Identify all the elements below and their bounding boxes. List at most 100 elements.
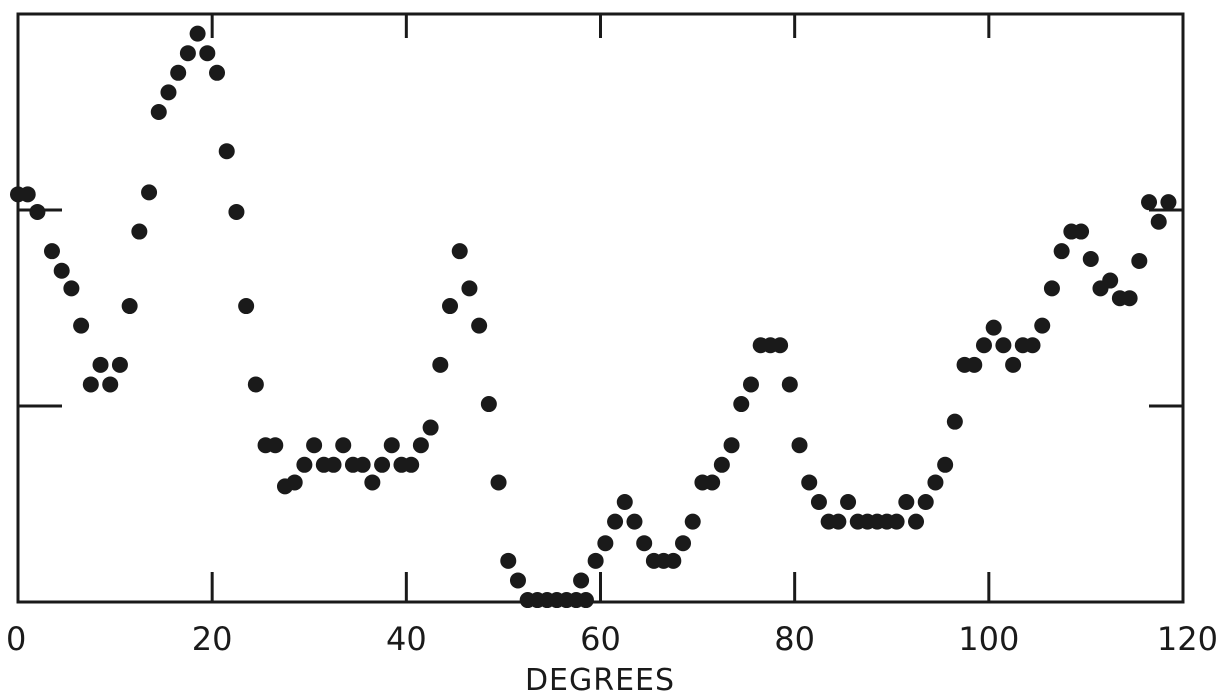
data-point	[451, 243, 468, 260]
data-point	[1073, 223, 1090, 240]
x-tick-label: 20	[192, 620, 233, 658]
data-point	[335, 437, 352, 454]
x-axis-title: DEGREES	[525, 663, 675, 698]
data-point	[665, 552, 682, 569]
data-point	[500, 552, 517, 569]
x-tick-label: 120	[1157, 620, 1218, 658]
data-point	[917, 494, 934, 511]
data-point	[374, 456, 391, 473]
data-point	[1160, 194, 1177, 211]
x-tick-label: 40	[386, 620, 427, 658]
data-point	[218, 143, 235, 160]
data-point	[966, 356, 983, 373]
data-point	[1121, 290, 1138, 307]
data-point	[801, 474, 818, 491]
data-point	[888, 513, 905, 530]
data-point	[442, 298, 459, 315]
data-point	[840, 494, 857, 511]
data-point	[577, 592, 594, 609]
data-point	[403, 456, 420, 473]
data-points	[10, 25, 1177, 609]
data-point	[1141, 194, 1158, 211]
data-point	[975, 337, 992, 354]
data-point	[63, 280, 80, 297]
data-point	[92, 356, 109, 373]
axis-ticks	[18, 14, 1183, 602]
data-point	[1005, 356, 1022, 373]
data-point	[509, 572, 526, 589]
data-point	[742, 376, 759, 393]
x-tick-label: 60	[580, 620, 621, 658]
data-point	[199, 45, 216, 62]
data-point	[927, 474, 944, 491]
data-point	[354, 456, 371, 473]
data-point	[1053, 243, 1070, 260]
data-point	[810, 494, 827, 511]
data-point	[830, 513, 847, 530]
data-point	[179, 45, 196, 62]
data-point	[733, 396, 750, 413]
data-point	[111, 356, 128, 373]
data-point	[675, 535, 692, 552]
data-point	[286, 474, 303, 491]
data-point	[791, 437, 808, 454]
data-point	[684, 513, 701, 530]
data-point	[1043, 280, 1060, 297]
x-tick-label: 100	[958, 620, 1019, 658]
data-point	[781, 376, 798, 393]
data-point	[713, 456, 730, 473]
data-point	[995, 337, 1012, 354]
data-point	[121, 298, 138, 315]
data-point	[73, 317, 90, 334]
data-point	[573, 572, 590, 589]
data-point	[946, 413, 963, 430]
data-point	[29, 203, 46, 220]
data-point	[364, 474, 381, 491]
data-point	[267, 437, 284, 454]
data-point	[412, 437, 429, 454]
data-point	[209, 64, 226, 81]
data-point	[306, 437, 323, 454]
data-point	[723, 437, 740, 454]
data-point	[626, 513, 643, 530]
data-point	[772, 337, 789, 354]
data-point	[898, 494, 915, 511]
data-point	[432, 356, 449, 373]
data-point	[247, 376, 264, 393]
data-point	[597, 535, 614, 552]
data-point	[1024, 337, 1041, 354]
data-point	[937, 456, 954, 473]
data-point	[189, 25, 206, 42]
data-point	[1034, 317, 1051, 334]
data-point	[19, 186, 36, 203]
plot-frame	[16, 12, 1185, 604]
data-point	[422, 419, 439, 436]
data-point	[131, 223, 148, 240]
data-point	[461, 280, 478, 297]
data-point	[607, 513, 624, 530]
data-point	[490, 474, 507, 491]
data-point	[587, 552, 604, 569]
data-point	[704, 474, 721, 491]
data-point	[53, 262, 70, 279]
data-point	[296, 456, 313, 473]
data-point	[170, 64, 187, 81]
data-point	[1102, 272, 1119, 289]
data-point	[1082, 251, 1099, 267]
data-point	[160, 84, 177, 101]
data-point	[325, 456, 342, 473]
x-tick-label: 80	[774, 620, 815, 658]
data-point	[908, 513, 925, 530]
data-point	[141, 184, 158, 201]
x-tick-label: 0	[6, 620, 26, 658]
data-point	[471, 317, 488, 334]
data-point	[616, 494, 633, 511]
x-tick-labels: 0 20 40 60 80 100 120	[6, 620, 1218, 658]
data-point	[480, 396, 497, 413]
data-point	[43, 243, 60, 260]
data-point	[82, 376, 99, 393]
data-point	[383, 437, 400, 454]
data-point	[150, 104, 167, 120]
data-point	[1150, 213, 1167, 230]
